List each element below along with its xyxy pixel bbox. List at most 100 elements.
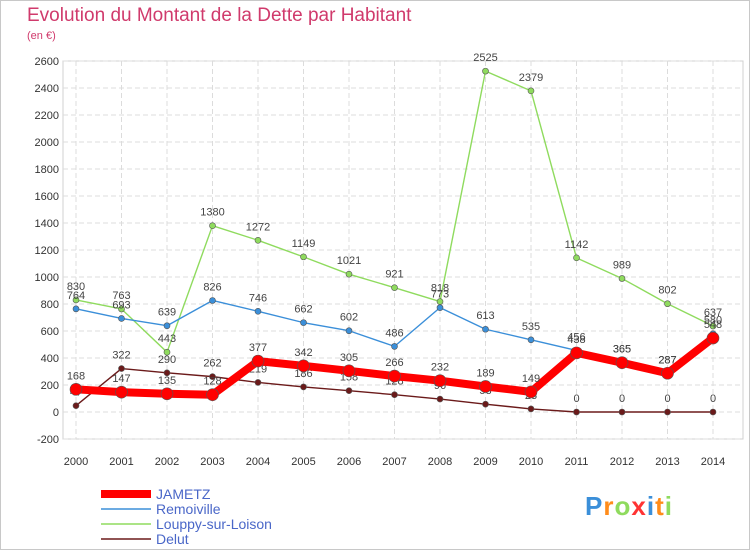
data-point-jametz [570,346,583,360]
data-point-delut [482,400,489,408]
data-point-delut [209,373,216,380]
data-point-louppy-sur-loison [391,284,398,291]
data-point-remoiville [118,315,125,322]
data-label-remoiville: 613 [476,310,494,322]
data-point-louppy-sur-loison [209,222,216,229]
data-point-louppy-sur-loison [254,236,262,244]
data-point-delut [300,383,307,391]
legend-label-louppy-sur-loison: Louppy-sur-Loison [156,516,272,532]
data-label-remoiville: 773 [431,289,449,301]
data-point-remoiville [163,322,171,330]
data-label-jametz: 365 [613,344,631,356]
data-label-remoiville: 764 [67,290,85,302]
data-point-jametz [615,356,629,370]
logo-letter: i [664,491,673,521]
data-label-remoiville: 486 [385,327,403,339]
data-point-delut [709,408,717,416]
data-label-jametz: 232 [431,362,449,374]
data-point-jametz [251,354,265,368]
data-point-remoiville [72,305,80,313]
y-tick-label: 800 [41,299,59,311]
y-tick-label: 200 [41,380,59,392]
data-label-louppy-sur-loison: 2525 [473,52,497,64]
y-tick-label: 2200 [35,110,59,122]
data-point-jametz [297,359,310,373]
data-point-delut [163,369,171,377]
x-tick-label: 2014 [701,456,725,468]
data-label-louppy-sur-loison: 763 [112,290,130,302]
data-label-delut: 322 [112,350,130,362]
data-label-louppy-sur-loison: 443 [158,333,176,345]
unit-label: (en €) [27,30,56,42]
data-point-louppy-sur-loison [664,300,671,308]
data-point-jametz [479,380,492,393]
data-label-remoiville: 456 [567,331,585,343]
data-label-remoiville: 826 [203,281,221,293]
data-point-delut [345,387,353,394]
data-point-louppy-sur-loison [709,322,717,330]
data-label-louppy-sur-loison: 921 [385,269,403,281]
data-point-louppy-sur-loison [482,67,489,75]
data-label-delut: 290 [158,354,176,366]
data-label-jametz: 438 [567,334,585,346]
data-point-delut [391,391,398,399]
data-label-louppy-sur-loison: 1149 [292,238,316,250]
data-point-delut [573,408,580,416]
data-point-jametz [661,366,674,380]
data-label-louppy-sur-loison: 989 [613,259,631,271]
data-label-remoiville: 535 [522,321,540,333]
data-label-louppy-sur-loison: 2379 [519,72,543,84]
x-tick-label: 2006 [337,456,361,468]
logo-letter: i [646,491,656,521]
data-label-jametz: 548 [704,319,722,331]
logo-letter: P [585,491,604,521]
y-tick-label: -200 [37,434,59,446]
logo-letter: r [603,491,615,521]
data-point-remoiville [482,325,489,333]
x-tick-label: 2013 [655,456,679,468]
data-label-delut: 262 [203,358,221,370]
data-point-delut [618,408,626,416]
data-point-jametz [706,331,720,345]
y-tick-label: 1400 [35,218,59,230]
data-label-remoiville: 580 [704,315,722,327]
data-point-jametz [206,388,219,402]
y-tick-label: 1600 [35,191,59,203]
data-point-delut [118,365,125,372]
data-label-louppy-sur-loison: 818 [431,283,449,295]
data-point-louppy-sur-loison [527,87,535,95]
data-label-remoiville: 746 [249,292,267,304]
y-tick-label: 2000 [35,137,59,149]
data-label-jametz: 266 [385,357,403,369]
data-label-jametz: 149 [522,373,540,385]
data-label-louppy-sur-loison: 1272 [246,221,270,233]
data-point-jametz [433,374,447,387]
x-tick-label: 2010 [519,456,543,468]
logo-letter: x [631,491,647,521]
chart-title: Evolution du Montant de la Dette par Hab… [27,5,412,26]
data-label-jametz: 305 [340,352,358,364]
y-tick-label: 1800 [35,164,59,176]
legend-label-delut: Delut [156,531,189,547]
data-label-jametz: 342 [294,347,312,359]
data-label-remoiville: 639 [158,307,176,319]
y-tick-label: 400 [41,353,59,365]
data-point-delut [254,379,262,386]
data-label-jametz: 135 [158,375,176,387]
y-tick-label: 2400 [35,83,59,95]
proxiti-logo: Proxiti [585,491,673,522]
legend-label-jametz: JAMETZ [156,486,211,502]
data-label-louppy-sur-loison: 1021 [337,255,361,267]
data-label-remoiville: 662 [294,304,312,316]
data-point-remoiville [345,327,353,335]
data-point-remoiville [300,319,307,326]
data-point-louppy-sur-loison [618,275,626,282]
data-label-louppy-sur-loison: 1380 [200,207,224,219]
data-point-louppy-sur-loison [345,270,353,278]
data-point-louppy-sur-loison [300,253,307,261]
data-label-delut: 186 [294,368,312,380]
x-tick-label: 2007 [382,456,406,468]
data-label-remoiville: 365 [613,344,631,356]
logo-letter: t [655,491,665,521]
